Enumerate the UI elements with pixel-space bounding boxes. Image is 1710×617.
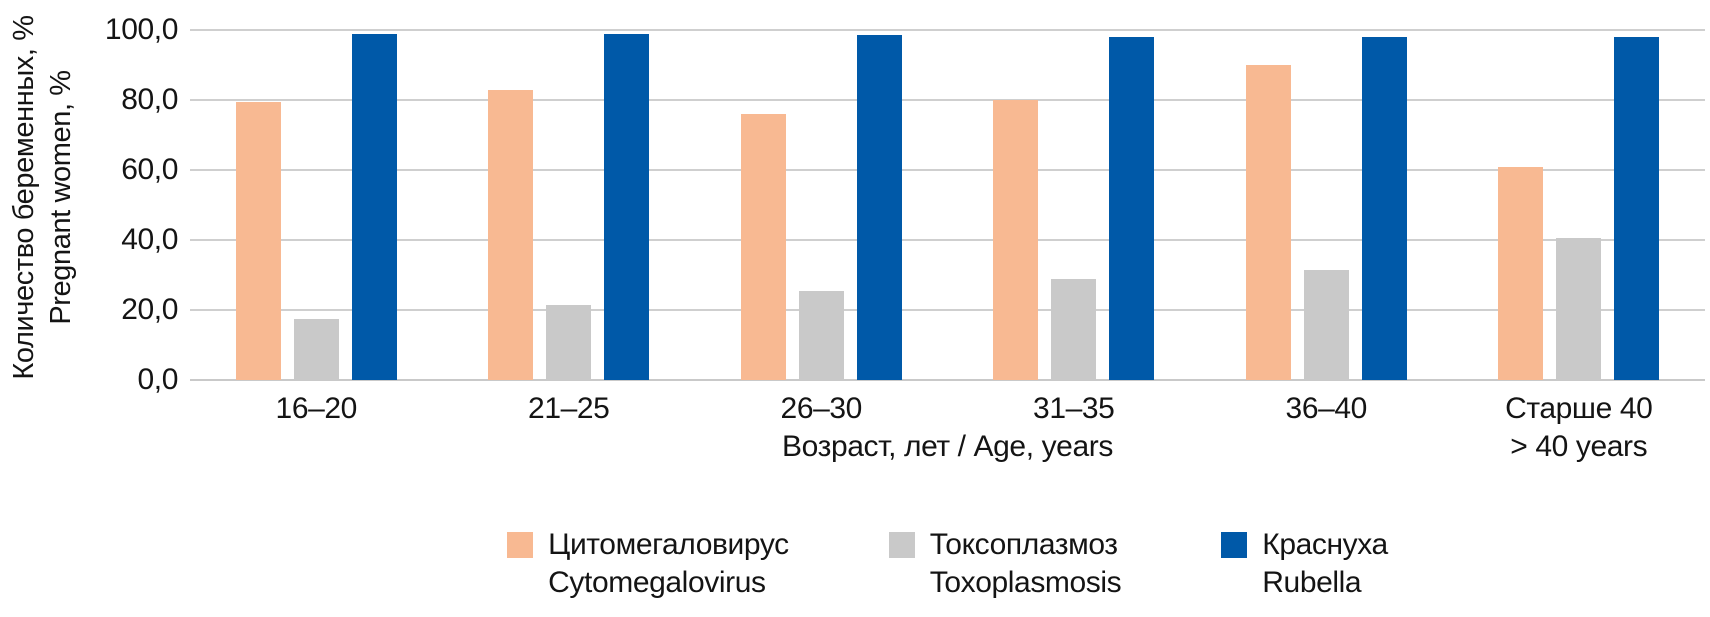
gridline: [190, 309, 1705, 311]
x-category-label-line1: 16–20: [275, 392, 358, 425]
y-axis-tick-labels: 0,0 20,0 40,0 60,0 80,0 100,0: [0, 13, 178, 396]
x-category-label-line1: 36–40: [1285, 392, 1368, 425]
legend: Цитомегаловирус Cytomegalovirus Токсоплазм…: [190, 526, 1705, 602]
bar-rubella: [1361, 37, 1407, 380]
legend-item-rubella: Краснуха Rubella: [1221, 526, 1388, 602]
legend-label-ru: Токсоплазмоз: [929, 528, 1118, 561]
legend-label-rubella: Краснуха Rubella: [1262, 526, 1388, 602]
x-category-label: 31–35: [948, 390, 1201, 466]
legend-swatch-rubella: [1221, 532, 1248, 558]
x-category-label-line1: 26–30: [780, 392, 863, 425]
legend-label-en: Toxoplasmosis: [929, 566, 1122, 599]
y-tick-label: 60,0: [121, 153, 178, 186]
bar-toxoplasmosis: [1556, 238, 1602, 380]
bar-toxoplasmosis: [293, 318, 339, 380]
x-category-label: Старше 40 > 40 years: [1453, 390, 1706, 466]
legend-item-toxoplasmosis: Токсоплазмоз Toxoplasmosis: [888, 526, 1122, 602]
gridline: [190, 29, 1705, 31]
legend-item-cytomegalovirus: Цитомегаловирус Cytomegalovirus: [507, 526, 789, 602]
x-axis-baseline: [190, 379, 1705, 381]
bar-toxoplasmosis: [546, 304, 592, 380]
legend-label-toxoplasmosis: Токсоплазмоз Toxoplasmosis: [930, 526, 1122, 602]
legend-swatch-cytomegalovirus: [507, 532, 534, 558]
x-category-label-line2: > 40 years: [1510, 430, 1648, 463]
x-category-label: 16–20: [190, 390, 443, 466]
bar-rubella: [351, 33, 397, 380]
bar-group: [443, 30, 696, 380]
legend-swatch-toxoplasmosis: [888, 532, 915, 558]
bar-group: [1453, 30, 1706, 380]
gridline: [190, 99, 1705, 101]
legend-label-cytomegalovirus: Цитомегаловирус Cytomegalovirus: [548, 526, 789, 602]
bar-cytomegalovirus: [488, 89, 534, 380]
legend-label-en: Rubella: [1262, 566, 1362, 599]
bar-toxoplasmosis: [798, 290, 844, 380]
bar-cytomegalovirus: [235, 101, 281, 380]
legend-label-ru: Цитомегаловирус: [548, 528, 789, 561]
bar-group: [695, 30, 948, 380]
y-tick-label: 20,0: [121, 293, 178, 326]
x-axis-title: Возраст, лет / Age, years: [782, 430, 1113, 463]
bar-cytomegalovirus: [740, 114, 786, 380]
x-category-label: 36–40: [1200, 390, 1453, 466]
y-tick-label: 0,0: [137, 363, 178, 396]
bar-group: [190, 30, 443, 380]
bar-rubella: [856, 35, 902, 380]
gridline: [190, 239, 1705, 241]
bar-group: [1200, 30, 1453, 380]
y-tick-label: 40,0: [121, 223, 178, 256]
bar-rubella: [1614, 37, 1660, 380]
bar-rubella: [1109, 37, 1155, 380]
x-category-label-line1: Старше 40: [1505, 392, 1653, 425]
bar-group: [948, 30, 1201, 380]
x-category-label: 21–25: [443, 390, 696, 466]
x-axis-category-labels: 16–20 21–25 26–30 31–35 36–40 Старше 40 > 40 y…: [190, 390, 1705, 466]
bar-toxoplasmosis: [1051, 278, 1097, 380]
bar-cytomegalovirus: [993, 100, 1039, 380]
x-category-label: 26–30: [695, 390, 948, 466]
bar-toxoplasmosis: [1303, 269, 1349, 380]
bar-cytomegalovirus: [1245, 65, 1291, 380]
bar-cytomegalovirus: [1498, 166, 1544, 380]
x-category-label-line1: 21–25: [528, 392, 610, 425]
bar-rubella: [604, 33, 650, 380]
gridline: [190, 169, 1705, 171]
y-tick-label: 100,0: [104, 13, 178, 46]
legend-label-ru: Краснуха: [1262, 528, 1388, 561]
x-category-label-line1: 31–35: [1033, 392, 1115, 425]
legend-label-en: Cytomegalovirus: [548, 566, 766, 599]
bar-groups: [190, 30, 1705, 380]
y-tick-label: 80,0: [121, 83, 178, 116]
plot-area: [190, 29, 1705, 381]
